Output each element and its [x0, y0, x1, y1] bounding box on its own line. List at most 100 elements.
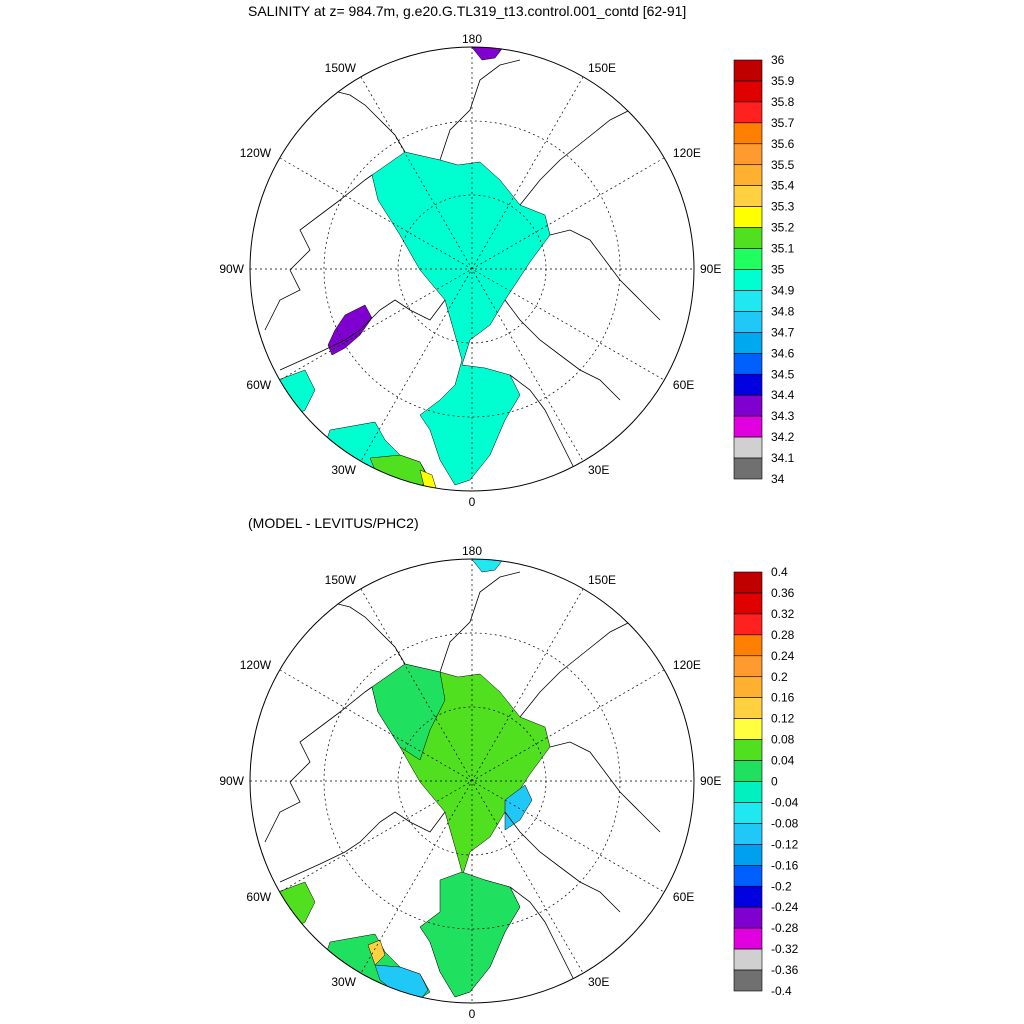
salinity-lon-label-9: 30W — [331, 463, 356, 477]
salinity-colorbar-swatch-16 — [733, 394, 763, 417]
salinity-colorbar-label-6: 35.4 — [771, 179, 795, 193]
difference-colorbar-label-15: -0.2 — [771, 879, 792, 893]
difference-atlantic-cold-fill — [374, 964, 429, 1001]
difference-colorbar-label-13: -0.12 — [771, 837, 799, 851]
salinity-lon-label-11: 0 — [469, 495, 476, 509]
salinity-colorbar-swatch-3 — [733, 122, 763, 145]
salinity-colorbar-label-4: 35.6 — [771, 137, 795, 151]
difference-coastline-eurasia — [504, 741, 661, 983]
difference-colorbar-label-4: 0.24 — [771, 649, 795, 663]
salinity-colorbar-label-3: 35.7 — [771, 116, 795, 130]
difference-colorbar-swatch-15 — [733, 885, 763, 908]
salinity-colorbar-label-15: 34.5 — [771, 367, 795, 381]
difference-coastline-alaska — [284, 601, 406, 665]
difference-atlantic-warm-fill — [367, 939, 386, 966]
difference-lon-label-7: 60W — [246, 890, 271, 904]
difference-colorbar-label-9: 0.04 — [771, 754, 795, 768]
salinity-colorbar-label-5: 35.5 — [771, 158, 795, 172]
difference-colorbar-swatch-5 — [733, 676, 763, 699]
salinity-colorbar-swatch-12 — [733, 311, 763, 333]
salinity-lon-label-7: 60W — [246, 378, 271, 392]
difference-colorbar-label-10: 0 — [771, 775, 778, 789]
difference-colorbar-label-12: -0.08 — [771, 816, 799, 830]
difference-colorbar-label-5: 0.2 — [771, 670, 788, 684]
difference-colorbar-swatch-0 — [733, 571, 763, 594]
salinity-colorbar-swatch-7 — [733, 206, 763, 228]
salinity-colorbar-label-8: 35.2 — [771, 221, 795, 235]
difference-lon-label-1: 150W — [325, 573, 357, 587]
salinity-colorbar-label-19: 34.1 — [771, 451, 795, 465]
salinity-lon-label-8: 60E — [673, 378, 694, 392]
difference-panel: (MODEL - LEVITUS/PHC2) — [219, 515, 798, 1021]
salinity-lon-label-10: 30E — [588, 463, 609, 477]
difference-colorbar-label-16: -0.24 — [771, 900, 799, 914]
salinity-colorbar-swatch-8 — [733, 227, 763, 249]
difference-colorbar-label-20: -0.4 — [771, 984, 792, 998]
difference-colorbar-swatch-4 — [733, 655, 763, 678]
difference-colorbar-swatch-10 — [733, 781, 763, 803]
difference-polar-map — [249, 558, 695, 1004]
salinity-colorbar-label-10: 35 — [771, 263, 785, 277]
difference-colorbar-label-2: 0.32 — [771, 607, 795, 621]
difference-colorbar: 0.4 0.36 0.32 0.28 0.24 0.2 0.16 0.12 0.08 0.04 0 -… — [733, 565, 799, 998]
salinity-colorbar-swatch-1 — [733, 80, 763, 103]
salinity-colorbar-label-7: 35.3 — [771, 200, 795, 214]
difference-colorbar-swatch-16 — [733, 906, 763, 929]
salinity-lon-label-1: 150W — [325, 61, 357, 75]
difference-colorbar-swatch-13 — [733, 844, 763, 866]
difference-labrador-fill — [277, 881, 316, 933]
salinity-colorbar-label-13: 34.7 — [771, 325, 795, 339]
difference-colorbar-swatch-19 — [733, 969, 763, 992]
difference-colorbar-label-8: 0.08 — [771, 733, 795, 747]
difference-colorbar-swatch-11 — [733, 802, 763, 824]
difference-colorbar-label-7: 0.12 — [771, 712, 795, 726]
salinity-colorbar-label-14: 34.6 — [771, 346, 795, 360]
difference-lon-label-6: 90E — [700, 774, 721, 788]
difference-lon-label-9: 30W — [331, 975, 356, 989]
difference-colorbar-label-14: -0.16 — [771, 858, 799, 872]
difference-graticule — [250, 559, 694, 1003]
salinity-colorbar-swatch-13 — [733, 332, 763, 354]
salinity-colorbar-swatch-15 — [733, 373, 763, 396]
salinity-colorbar-swatch-6 — [733, 185, 763, 207]
difference-colorbar-swatch-1 — [733, 592, 763, 615]
salinity-colorbar-swatch-4 — [733, 143, 763, 166]
difference-map-boundary — [249, 558, 695, 1004]
salinity-colorbar-label-20: 34 — [771, 472, 785, 486]
difference-lon-label-5: 90W — [219, 774, 244, 788]
salinity-colorbar-label-0: 36 — [771, 53, 785, 67]
salinity-panel-title: SALINITY at z= 984.7m, g.e20.G.TL319_t13… — [248, 3, 686, 19]
salinity-colorbar-label-16: 34.4 — [771, 388, 795, 402]
difference-lon-label-8: 60E — [673, 890, 694, 904]
difference-basin-lower-fill — [419, 871, 521, 998]
salinity-colorbar-swatch-2 — [733, 101, 763, 124]
difference-colorbar-swatch-17 — [733, 927, 763, 950]
salinity-colorbar-label-18: 34.2 — [771, 430, 795, 444]
salinity-colorbar-swatch-5 — [733, 164, 763, 187]
salinity-colorbar-label-11: 34.9 — [771, 283, 795, 297]
salinity-baffin-anomaly-fill — [327, 304, 373, 356]
salinity-colorbar-swatch-0 — [733, 59, 763, 82]
difference-lon-label-2: 150E — [588, 573, 616, 587]
salinity-colorbar-swatch-19 — [733, 457, 763, 480]
difference-colorbar-label-0: 0.4 — [771, 565, 788, 579]
salinity-coastline-canada — [264, 174, 446, 371]
difference-lon-label-0: 180 — [462, 544, 482, 558]
salinity-arctic-basin-fill — [371, 151, 551, 486]
salinity-colorbar-swatch-18 — [733, 436, 763, 459]
difference-coastline-canada — [264, 686, 446, 883]
salinity-colorbar-label-2: 35.8 — [771, 95, 795, 109]
salinity-longitude-labels: 180 150W 150E 120W 120E 90W 90E 60W 60E 30W 30E 0 — [219, 32, 721, 509]
salinity-lon-label-5: 90W — [219, 262, 244, 276]
salinity-atlantic-warm-fill — [369, 454, 429, 489]
salinity-colorbar-swatch-14 — [733, 352, 763, 375]
difference-colorbar-swatch-12 — [733, 823, 763, 845]
salinity-colorbar-label-12: 34.8 — [771, 304, 795, 318]
salinity-colorbar-swatch-10 — [733, 269, 763, 291]
salinity-lon-label-6: 90E — [700, 262, 721, 276]
difference-lon-label-4: 120E — [673, 658, 701, 672]
salinity-lon-label-2: 150E — [588, 61, 616, 75]
salinity-colorbar: 36 35.9 35.8 35.7 35.6 35.5 35.4 35.3 35.2 35.1 35… — [733, 53, 795, 486]
difference-colorbar-swatch-8 — [733, 739, 763, 761]
